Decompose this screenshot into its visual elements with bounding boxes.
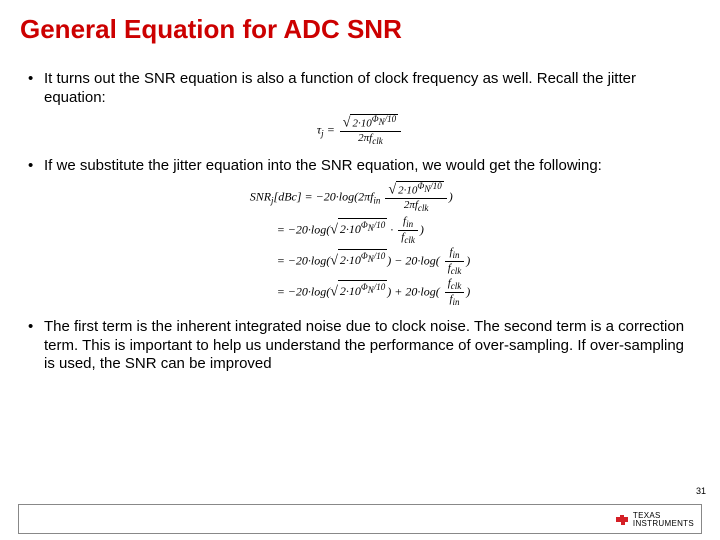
footer-box bbox=[18, 504, 702, 534]
ti-chip-icon bbox=[615, 514, 629, 526]
bullet-3: The first term is the inherent integrate… bbox=[28, 318, 692, 374]
logo-line2: INSTRUMENTS bbox=[633, 519, 694, 528]
page-number: 31 bbox=[696, 486, 706, 496]
ti-logo-text: TEXAS INSTRUMENTS bbox=[633, 512, 694, 528]
slide-body: It turns out the SNR equation is also a … bbox=[28, 70, 692, 380]
bullet-2: If we substitute the jitter equation int… bbox=[28, 157, 692, 176]
equation-snr-derivation: SNRj[dBc] = −20·log(2πfin √2·10ΦN/10 2πf… bbox=[28, 181, 692, 308]
slide-title: General Equation for ADC SNR bbox=[20, 14, 402, 45]
slide: General Equation for ADC SNR It turns ou… bbox=[0, 0, 720, 540]
equation-jitter: τj = √2·10ΦN/10 2πfclk bbox=[28, 114, 692, 147]
bullet-1: It turns out the SNR equation is also a … bbox=[28, 70, 692, 108]
ti-logo: TEXAS INSTRUMENTS bbox=[615, 512, 694, 528]
